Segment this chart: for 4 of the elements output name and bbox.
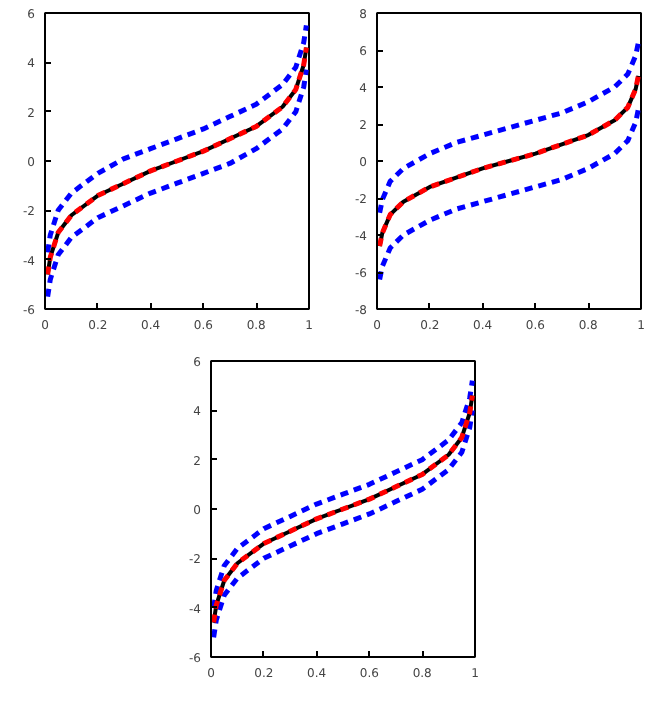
line-series xyxy=(45,22,309,255)
line-series xyxy=(377,40,641,216)
line-series xyxy=(377,106,641,282)
line-series xyxy=(45,67,309,300)
